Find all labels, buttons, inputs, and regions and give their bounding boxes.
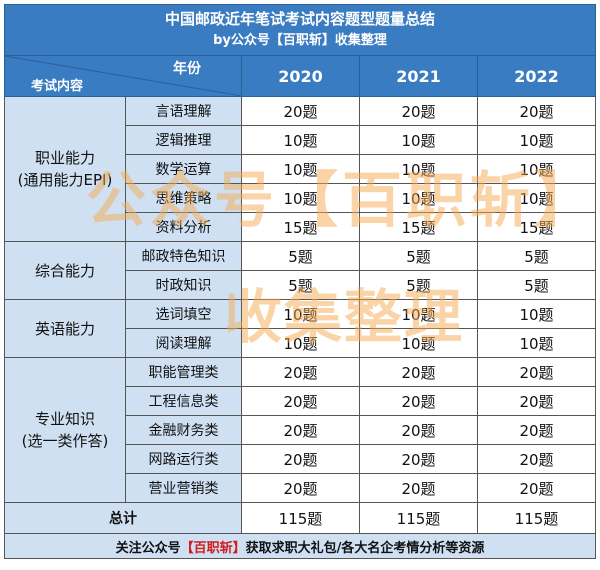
footer-brand: 【百职斩】 (180, 540, 246, 556)
count-cell: 10题 (241, 299, 360, 329)
total-value: 115题 (477, 502, 596, 534)
diagonal-header-cell: 年份 考试内容 (4, 55, 242, 97)
count-cell: 20题 (241, 96, 360, 126)
table-row: 网路运行类 20题 20题 20题 (5, 444, 596, 474)
count-cell: 15题 (241, 212, 360, 242)
subject-cell: 选词填空 (125, 299, 242, 329)
category-name: 英语能力 (34, 319, 95, 338)
count-cell: 10题 (359, 299, 478, 329)
count-cell: 5题 (359, 241, 478, 271)
count-cell: 10题 (241, 125, 360, 155)
subject-cell: 营业营销类 (125, 473, 242, 503)
footer-note: 关注公众号【百职斩】获取求职大礼包/各大名企考情分析等资源 (4, 533, 596, 559)
category-cell: 英语能力 (4, 299, 126, 358)
page-title: 中国邮政近年笔试考试内容题型题量总结 (164, 10, 435, 28)
count-cell: 20题 (359, 444, 478, 474)
count-cell: 5题 (477, 241, 596, 271)
count-cell: 10题 (359, 328, 478, 358)
table-row: 职业能力 (通用能力EPI) 言语理解 20题 20题 20题 (4, 96, 596, 242)
count-cell: 20题 (359, 415, 478, 445)
footer-suffix: 获取求职大礼包/各大名企考情分析等资源 (245, 540, 485, 556)
subject-cell: 思维策略 (125, 183, 242, 213)
diagonal-divider (5, 56, 241, 96)
count-cell: 20题 (241, 415, 360, 445)
count-cell: 10题 (241, 183, 360, 213)
subject-cell: 数学运算 (125, 154, 242, 184)
subject-cell: 时政知识 (125, 270, 242, 300)
table-row: 综合能力 邮政特色知识 5题 5题 5题 (4, 241, 596, 300)
count-cell: 20题 (477, 96, 596, 126)
subject-cell: 逻辑推理 (125, 125, 242, 155)
count-cell: 20题 (477, 444, 596, 474)
count-cell: 20题 (241, 386, 360, 416)
count-cell: 10题 (477, 154, 596, 184)
count-cell: 20题 (241, 444, 360, 474)
count-cell: 10题 (477, 299, 596, 329)
count-cell: 20题 (359, 96, 478, 126)
count-cell: 10题 (477, 328, 596, 358)
year-header-2020: 2020 (241, 55, 360, 97)
total-row: 总计 115题 115题 115题 (4, 502, 596, 534)
total-label: 总计 (4, 502, 242, 534)
exam-summary-table: 中国邮政近年笔试考试内容题型题量总结 by公众号【百职斩】收集整理 年份 考试内… (4, 4, 596, 559)
footer-prefix: 关注公众号 (115, 540, 181, 556)
category-name: 职业能力 (34, 149, 95, 167)
table-row: 阅读理解 10题 10题 10题 (5, 328, 596, 358)
category-note: (通用能力EPI) (17, 171, 113, 189)
year-header-2021: 2021 (359, 55, 478, 97)
year-header-2022: 2022 (477, 55, 596, 97)
count-cell: 20题 (477, 415, 596, 445)
category-cell: 综合能力 (4, 241, 126, 300)
subject-cell: 言语理解 (125, 96, 242, 126)
count-cell: 20题 (241, 473, 360, 503)
category-name: 专业知识 (34, 410, 95, 428)
count-cell: 10题 (241, 154, 360, 184)
category-cell: 专业知识 (选一类作答) (4, 357, 126, 503)
count-cell: 20题 (241, 357, 360, 387)
count-cell: 5题 (359, 270, 478, 300)
total-value: 115题 (359, 502, 478, 534)
count-cell: 20题 (359, 473, 478, 503)
count-cell: 10题 (477, 125, 596, 155)
table-row: 数学运算 10题 10题 10题 (5, 154, 596, 184)
count-cell: 15题 (359, 212, 478, 242)
count-cell: 5题 (241, 270, 360, 300)
table-row: 英语能力 选词填空 10题 10题 10题 (4, 299, 596, 358)
count-cell: 10题 (359, 125, 478, 155)
table-title-cell: 中国邮政近年笔试考试内容题型题量总结 by公众号【百职斩】收集整理 (4, 4, 596, 56)
table-row: 营业营销类 20题 20题 20题 (5, 473, 596, 503)
subject-cell: 资料分析 (125, 212, 242, 242)
count-cell: 10题 (359, 183, 478, 213)
subject-cell: 金融财务类 (125, 415, 242, 445)
content-header-label: 考试内容 (31, 79, 84, 94)
count-cell: 15题 (477, 212, 596, 242)
subject-cell: 阅读理解 (125, 328, 242, 358)
count-cell: 20题 (477, 357, 596, 387)
subject-cell: 工程信息类 (125, 386, 242, 416)
count-cell: 20题 (359, 357, 478, 387)
count-cell: 20题 (477, 473, 596, 503)
count-cell: 5题 (477, 270, 596, 300)
count-cell: 5题 (241, 241, 360, 271)
table-row: 专业知识 (选一类作答) 职能管理类 20题 20题 20题 (4, 357, 596, 503)
count-cell: 10题 (477, 183, 596, 213)
subject-cell: 邮政特色知识 (125, 241, 242, 271)
year-header-label: 年份 (173, 61, 201, 77)
table-row: 金融财务类 20题 20题 20题 (5, 415, 596, 445)
footer-row: 关注公众号【百职斩】获取求职大礼包/各大名企考情分析等资源 (4, 533, 596, 559)
table-row: 时政知识 5题 5题 5题 (5, 270, 596, 300)
table-row: 资料分析 15题 15题 15题 (5, 212, 596, 242)
count-cell: 10题 (241, 328, 360, 358)
category-name: 综合能力 (34, 261, 95, 280)
subject-cell: 网路运行类 (125, 444, 242, 474)
page-subtitle: by公众号【百职斩】收集整理 (213, 33, 387, 48)
count-cell: 10题 (359, 154, 478, 184)
category-note: (选一类作答) (21, 432, 109, 450)
category-cell: 职业能力 (通用能力EPI) (4, 96, 126, 242)
count-cell: 20题 (477, 386, 596, 416)
count-cell: 20题 (359, 386, 478, 416)
total-value: 115题 (241, 502, 360, 534)
subject-cell: 职能管理类 (125, 357, 242, 387)
